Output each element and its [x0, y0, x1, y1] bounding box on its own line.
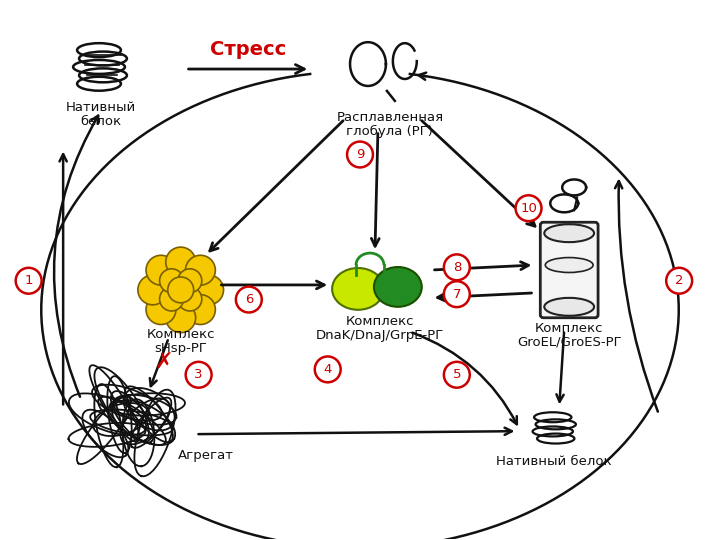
Circle shape [178, 287, 202, 311]
Circle shape [347, 141, 373, 167]
Text: 7: 7 [453, 288, 461, 301]
Circle shape [166, 247, 196, 277]
Text: ✗: ✗ [155, 352, 173, 372]
Text: 3: 3 [194, 368, 203, 381]
Circle shape [178, 269, 202, 293]
Circle shape [146, 255, 176, 285]
Circle shape [138, 275, 168, 305]
Text: Расплавленная: Расплавленная [336, 111, 444, 124]
Text: Комплекс: Комплекс [346, 315, 414, 328]
Ellipse shape [545, 258, 593, 273]
Circle shape [236, 287, 262, 313]
Circle shape [444, 254, 469, 280]
Text: 4: 4 [323, 363, 332, 376]
Circle shape [168, 277, 194, 303]
Circle shape [186, 255, 215, 285]
Ellipse shape [332, 268, 384, 310]
Circle shape [315, 356, 341, 382]
Circle shape [160, 269, 184, 293]
Text: глобула (РГ): глобула (РГ) [346, 125, 433, 138]
Text: GroEL/GroES-РГ: GroEL/GroES-РГ [517, 336, 621, 349]
Circle shape [444, 281, 469, 307]
Text: 6: 6 [245, 293, 253, 306]
Ellipse shape [544, 224, 594, 242]
Circle shape [166, 303, 196, 333]
Circle shape [666, 268, 692, 294]
Circle shape [186, 295, 215, 325]
Text: Нативный: Нативный [66, 101, 136, 114]
Circle shape [160, 287, 184, 311]
Circle shape [516, 195, 541, 221]
Text: Комплекс: Комплекс [535, 322, 603, 335]
Circle shape [16, 268, 42, 294]
Text: Комплекс: Комплекс [146, 328, 215, 341]
Circle shape [194, 275, 223, 305]
Text: 8: 8 [453, 261, 461, 274]
Text: Стресс: Стресс [210, 39, 287, 59]
Text: белок: белок [81, 115, 122, 128]
Circle shape [444, 362, 469, 388]
Text: 1: 1 [24, 274, 33, 287]
Ellipse shape [544, 298, 594, 316]
Text: Агрегат: Агрегат [178, 449, 233, 462]
Text: 9: 9 [356, 148, 364, 161]
Ellipse shape [374, 267, 422, 307]
Text: DnaK/DnaJ/GrpE-РГ: DnaK/DnaJ/GrpE-РГ [316, 329, 444, 342]
Text: 2: 2 [675, 274, 683, 287]
Circle shape [146, 295, 176, 325]
FancyBboxPatch shape [540, 222, 598, 318]
Circle shape [186, 362, 212, 388]
Text: 10: 10 [520, 202, 537, 215]
Text: 5: 5 [453, 368, 461, 381]
Text: Нативный белок: Нативный белок [496, 455, 612, 468]
Text: sHsp-РГ: sHsp-РГ [154, 342, 207, 355]
